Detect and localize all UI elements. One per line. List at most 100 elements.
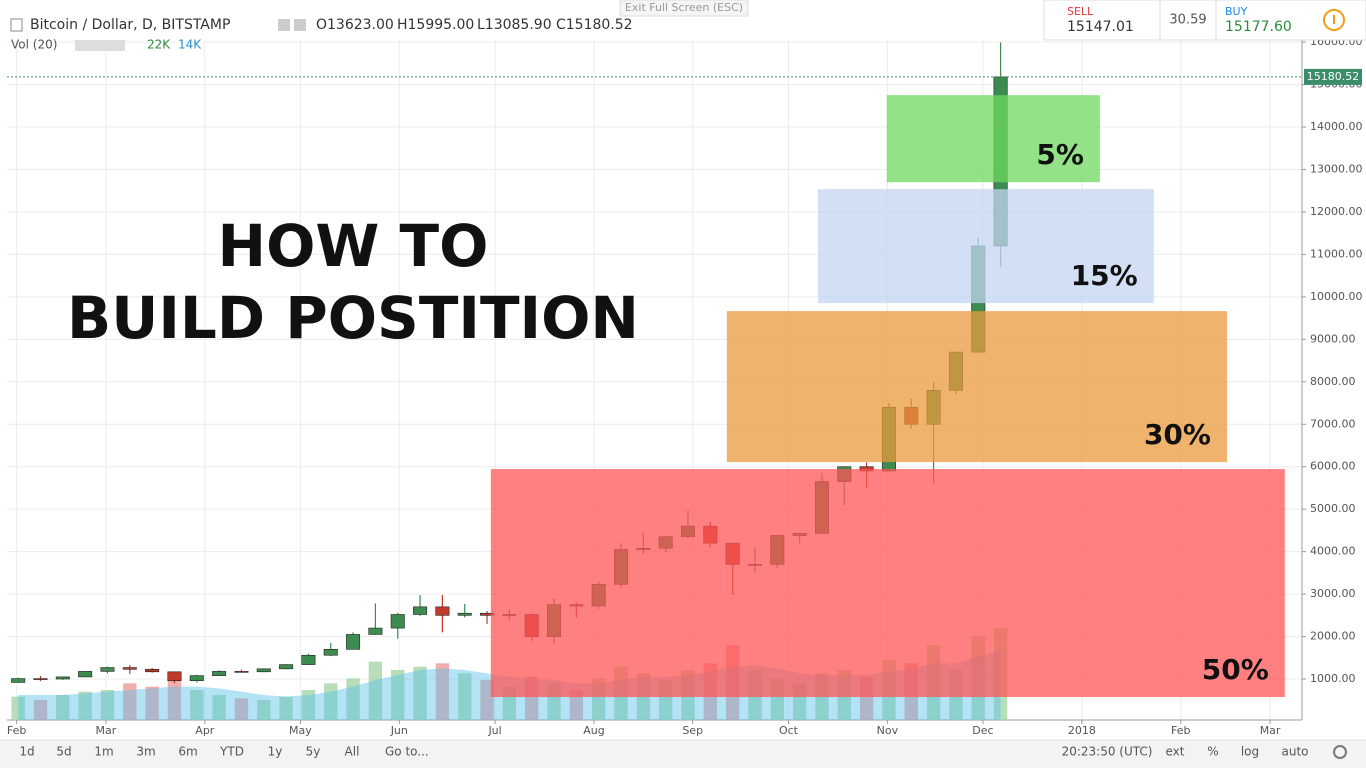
last-price-label: 15180.52 xyxy=(1307,70,1360,83)
volume-bar xyxy=(569,690,584,720)
volume-bar xyxy=(33,700,48,720)
annotation: BUILD POSTITION xyxy=(67,284,639,352)
volume-bar xyxy=(324,683,338,720)
range-button[interactable]: 1d xyxy=(19,745,34,759)
x-tick-label: Mar xyxy=(96,724,117,737)
x-tick-label: Feb xyxy=(1171,724,1190,737)
candle-body xyxy=(11,678,26,683)
toolbar xyxy=(0,740,1366,768)
y-tick-label: 3000.00 xyxy=(1310,587,1356,600)
info-icon[interactable] xyxy=(1323,9,1345,31)
range-button[interactable]: 1m xyxy=(94,745,113,759)
y-tick-label: 2000.00 xyxy=(1310,630,1356,643)
volume-value: 14K xyxy=(178,38,202,52)
range-button[interactable]: 6m xyxy=(178,745,197,759)
y-tick-label: 13000.00 xyxy=(1310,163,1363,176)
annotation: HOW TO xyxy=(218,212,489,280)
candle-body xyxy=(413,606,428,615)
ohlc-close: C15180.52 xyxy=(556,17,633,33)
volume-bar xyxy=(391,670,405,720)
x-tick-label: May xyxy=(289,724,312,737)
zone xyxy=(490,469,1285,698)
y-tick-label: 11000.00 xyxy=(1310,247,1363,260)
candle-body xyxy=(167,671,182,682)
trade-panel xyxy=(1043,0,1366,41)
plot-layer: 1000.00 2000.00 3000.00 4000.00 5000.00 6000.… xyxy=(7,35,1363,737)
range-button[interactable]: 5d xyxy=(56,745,71,759)
settings-icon[interactable] xyxy=(278,19,290,31)
y-tick-label: 7000.00 xyxy=(1310,417,1356,430)
candle-body xyxy=(390,614,405,629)
ohlc-high: H15995.00 xyxy=(397,17,474,33)
x-tick-label: Mar xyxy=(1260,724,1281,737)
sell-price[interactable]: 15147.01 xyxy=(1067,19,1134,35)
ohlc-open: O13623.00 xyxy=(316,17,394,33)
goto-button[interactable]: Go to... xyxy=(385,745,429,759)
x-tick-label: Nov xyxy=(877,724,899,737)
x-tick-label: 2018 xyxy=(1068,724,1096,737)
x-tick-label: Dec xyxy=(972,724,993,737)
candle-body xyxy=(122,667,137,670)
y-tick-label: 6000.00 xyxy=(1310,460,1356,473)
volume-bar xyxy=(279,696,293,720)
volume-bar xyxy=(190,690,204,720)
x-tick-label: Apr xyxy=(195,724,215,737)
y-tick-label: 8000.00 xyxy=(1310,375,1356,388)
candle-body xyxy=(435,606,450,616)
zone xyxy=(886,95,1100,183)
candle-body xyxy=(368,627,383,635)
settings-icon[interactable] xyxy=(294,19,306,31)
candle-body xyxy=(100,667,115,672)
range-button[interactable]: 1y xyxy=(268,745,283,759)
buy-label[interactable]: BUY xyxy=(1225,5,1248,18)
range-button[interactable]: YTD xyxy=(219,745,244,759)
scale-option[interactable]: % xyxy=(1207,745,1218,759)
candle-body xyxy=(301,654,316,665)
volume-bar xyxy=(458,673,472,720)
y-tick-label: 5000.00 xyxy=(1310,502,1356,515)
scale-option[interactable]: ext xyxy=(1166,745,1185,759)
candle-body xyxy=(323,649,338,656)
range-button[interactable]: 5y xyxy=(306,745,321,759)
exit-fullscreen[interactable]: Exit Full Screen (ESC) xyxy=(625,1,743,14)
range-button[interactable]: 3m xyxy=(136,745,155,759)
range-button[interactable]: All xyxy=(345,745,360,759)
exit-fullscreen-button[interactable] xyxy=(619,0,749,17)
buy-price[interactable]: 15177.60 xyxy=(1225,19,1292,35)
indicator-icons[interactable] xyxy=(75,40,125,51)
candle-body xyxy=(55,676,70,680)
volume-bar xyxy=(413,666,427,720)
collapse-icon[interactable] xyxy=(10,18,23,32)
volume-bar xyxy=(11,696,25,720)
volume-bar xyxy=(346,678,360,720)
clock: 20:23:50 (UTC) xyxy=(1062,745,1153,759)
x-tick-label: Oct xyxy=(779,724,799,737)
x-tick-label: Jun xyxy=(390,724,408,737)
y-tick-label: 10000.00 xyxy=(1310,290,1363,303)
x-tick-label: Sep xyxy=(682,724,703,737)
candle-body xyxy=(256,668,271,673)
symbol[interactable]: Bitcoin / Dollar, D, BITSTAMP xyxy=(30,17,230,33)
scale-option[interactable]: log xyxy=(1241,745,1259,759)
zone xyxy=(817,189,1154,304)
scale-option[interactable]: auto xyxy=(1281,745,1308,759)
volume-bar xyxy=(78,691,92,720)
spread: 30.59 xyxy=(1169,13,1206,28)
settings-icon[interactable] xyxy=(1333,745,1347,759)
candle-body xyxy=(234,671,249,673)
y-tick-label: 4000.00 xyxy=(1310,545,1356,558)
volume-bar xyxy=(56,695,70,720)
last-price-tag xyxy=(1304,68,1362,85)
y-tick-label: 9000.00 xyxy=(1310,332,1356,345)
volume-bar xyxy=(480,680,494,720)
volume-bar xyxy=(368,661,383,720)
zone-label: 30% xyxy=(1144,418,1211,451)
x-tick-label: Feb xyxy=(7,724,26,737)
candle-body xyxy=(145,668,160,673)
zone xyxy=(726,311,1227,463)
volume-indicator[interactable]: Vol (20) xyxy=(11,38,57,52)
candle-body xyxy=(78,671,93,678)
sell-label[interactable]: SELL xyxy=(1067,5,1094,18)
x-tick-label: Jul xyxy=(487,724,501,737)
volume-bar xyxy=(301,690,316,720)
